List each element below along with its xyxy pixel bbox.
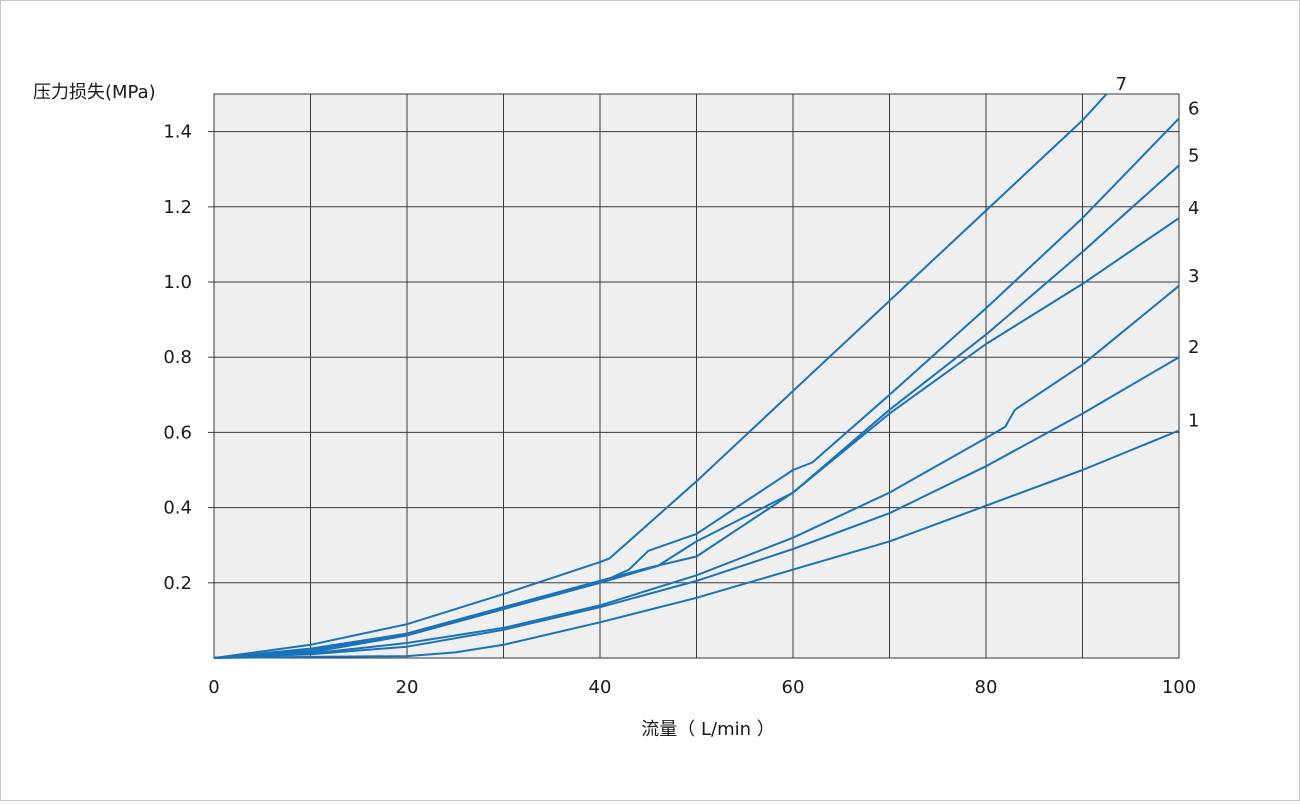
x-tick-label: 40 (589, 677, 612, 698)
y-tick-label: 0.6 (163, 422, 192, 443)
y-tick-label: 1.4 (163, 122, 192, 143)
y-tick-label: 0.4 (163, 498, 192, 519)
x-tick-label: 60 (782, 677, 805, 698)
series-line-1 (213, 429, 1180, 659)
series-line-2 (213, 356, 1180, 659)
grid-lines (214, 93, 1179, 658)
x-tick-label: 80 (975, 677, 998, 698)
series-line-7 (213, 93, 1108, 659)
series-line-4 (213, 217, 1180, 659)
x-tick-label: 100 (1162, 677, 1196, 698)
series-line-6 (213, 117, 1180, 659)
x-tick-label: 0 (208, 677, 219, 698)
y-tick-label: 0.8 (163, 347, 192, 368)
series-lines (213, 93, 1180, 659)
series-line-3 (213, 285, 1180, 659)
x-axis-label: 流量（ L/min ） (641, 719, 774, 740)
x-tick-labels: 0 20 40 60 80 100 (208, 677, 1196, 698)
y-tick-label: 1.0 (163, 272, 192, 293)
series-label-3: 3 (1188, 266, 1199, 287)
y-tick-label: 1.2 (163, 197, 192, 218)
x-tick-label: 20 (396, 677, 419, 698)
series-label-4: 4 (1188, 198, 1199, 219)
y-tick-label: 0.2 (163, 573, 192, 594)
y-tick-labels: 0.2 0.4 0.6 0.8 1.0 1.2 1.4 (163, 122, 214, 594)
series-labels: 1 2 3 4 5 6 7 (1116, 74, 1200, 432)
series-label-5: 5 (1188, 145, 1199, 166)
series-label-2: 2 (1188, 337, 1199, 358)
series-label-6: 6 (1188, 98, 1199, 119)
y-axis-label: 压力损失(MPa) (33, 82, 156, 103)
series-label-7: 7 (1116, 74, 1127, 95)
series-label-1: 1 (1188, 411, 1199, 432)
